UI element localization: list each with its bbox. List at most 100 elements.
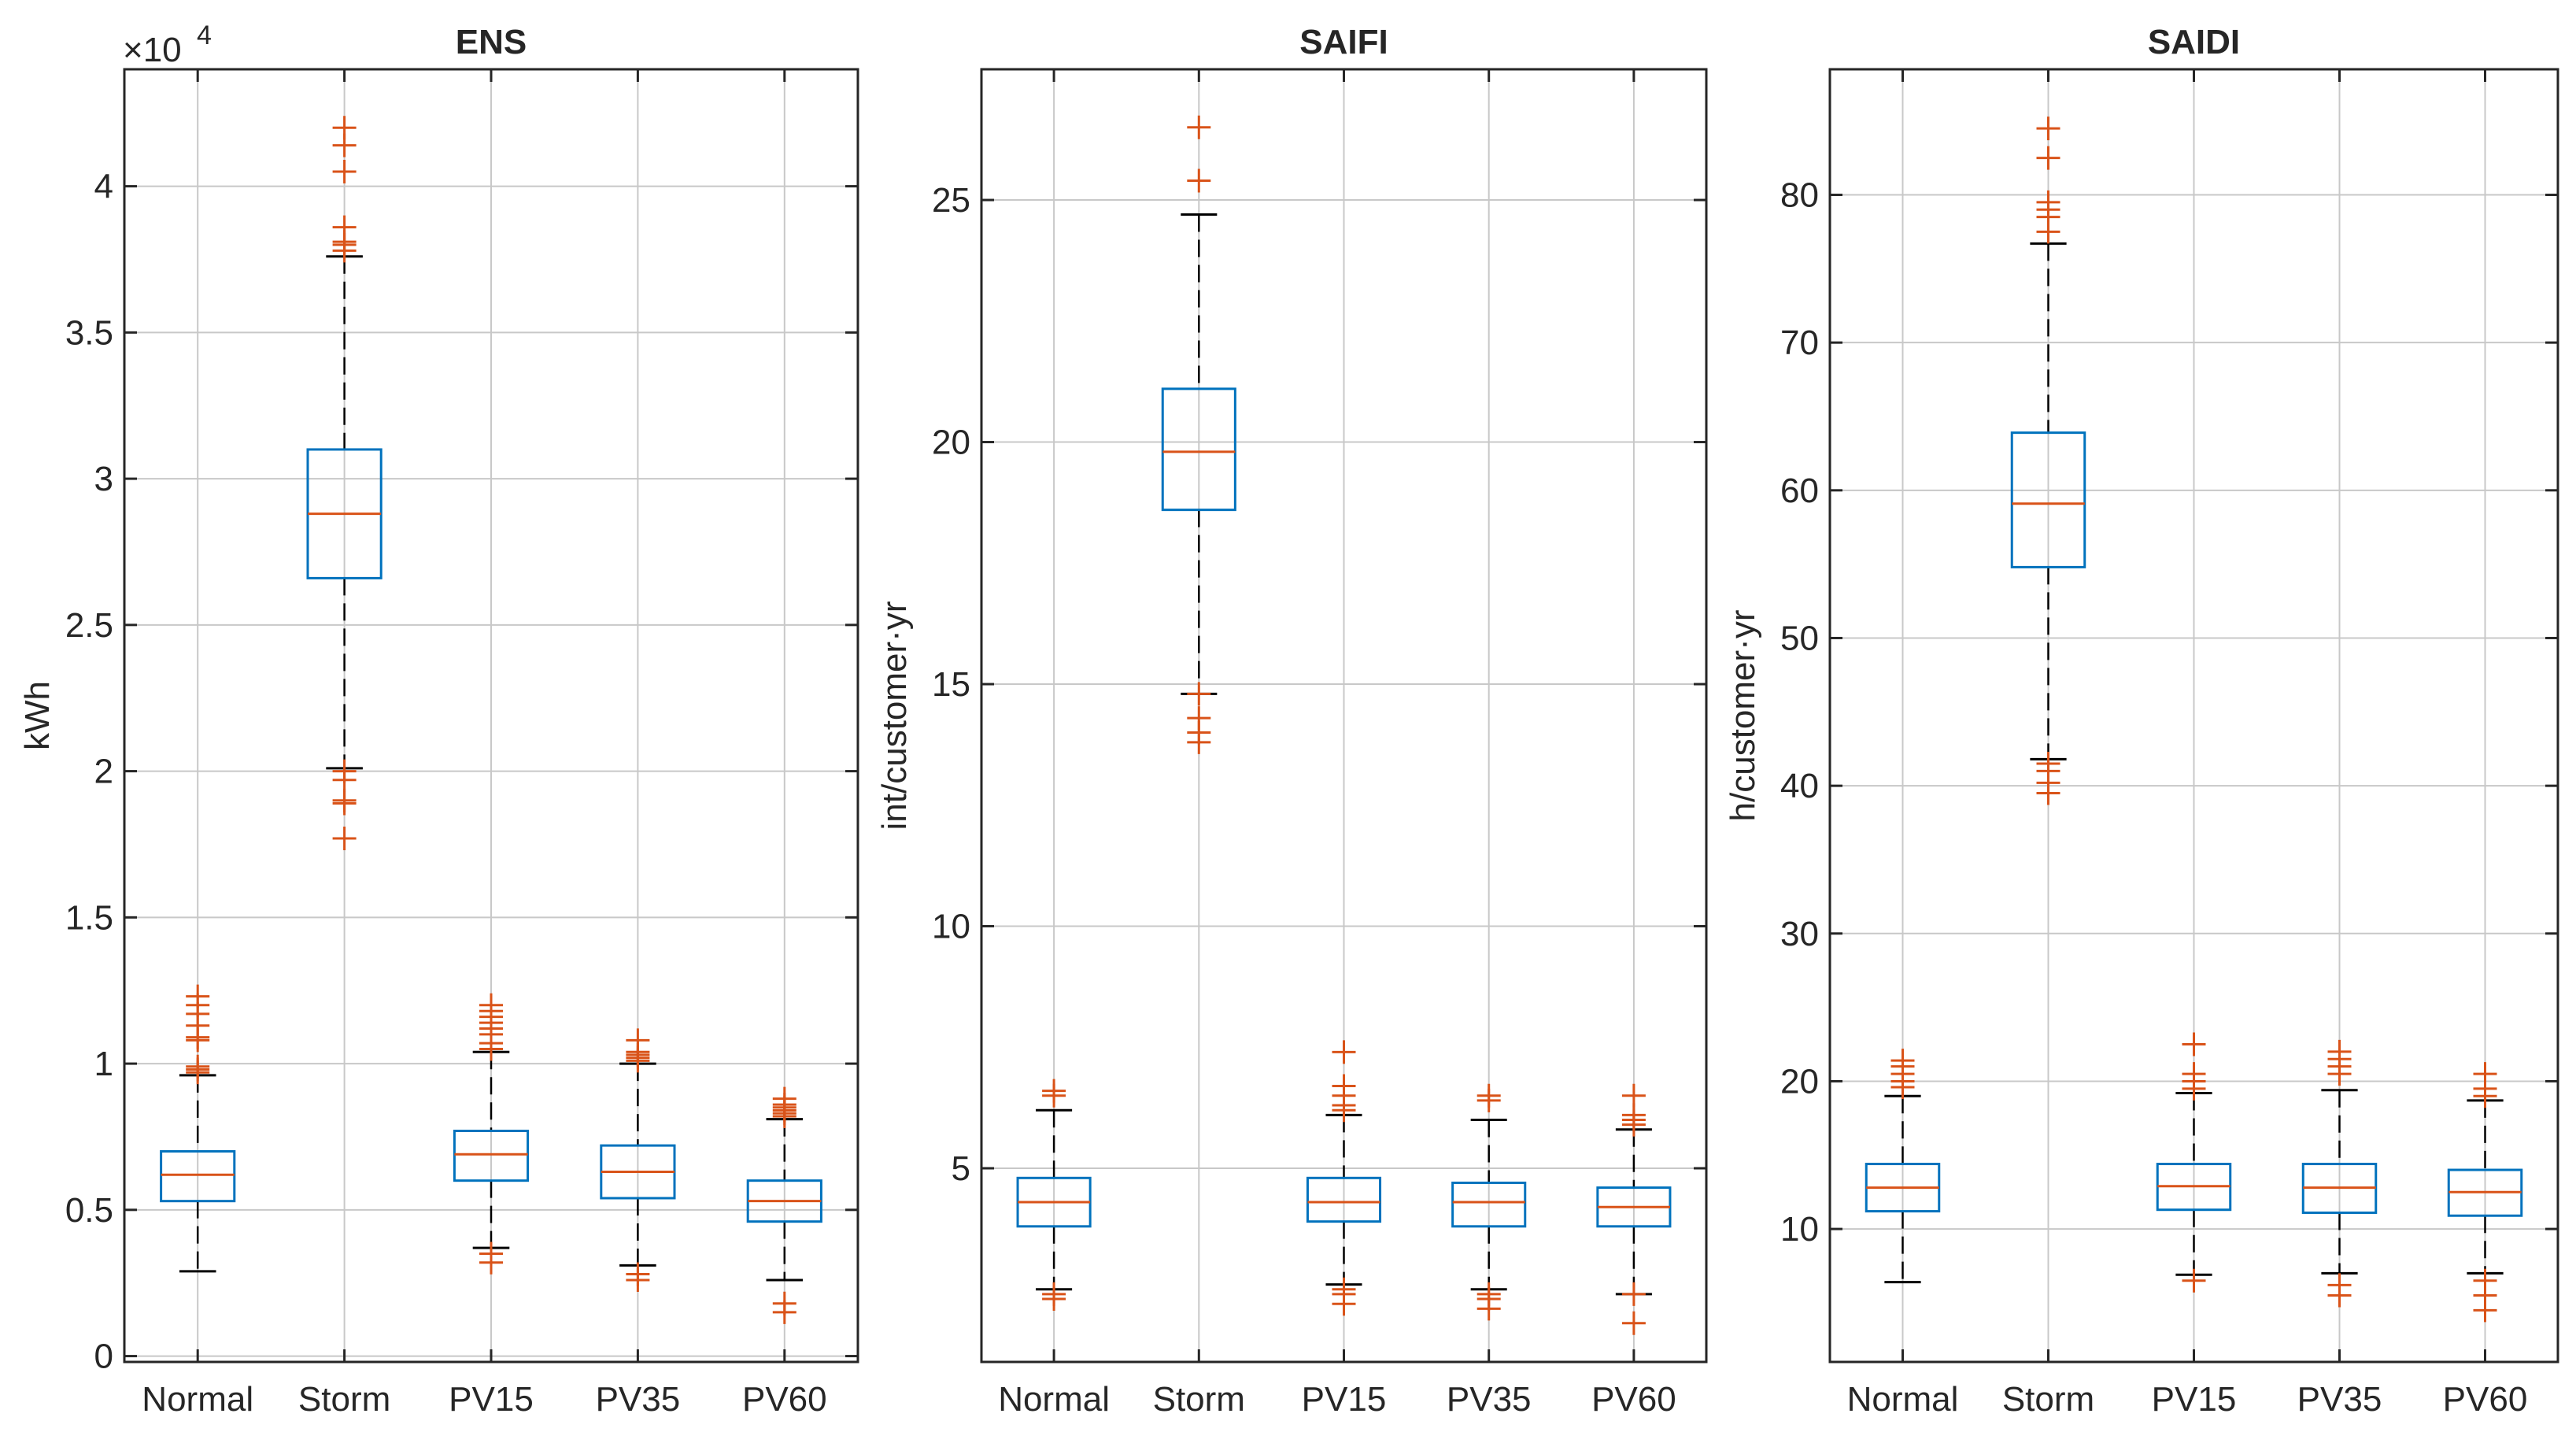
outlier-marker — [772, 1291, 796, 1315]
x-tick-label: PV35 — [596, 1380, 681, 1419]
outlier-marker — [1890, 1049, 1915, 1073]
box-pv15 — [1306, 1040, 1382, 1316]
outlier-marker — [332, 788, 357, 812]
y-tick-label: 10 — [1780, 1210, 1819, 1249]
box-pv60 — [2447, 1062, 2523, 1323]
outlier-marker — [1187, 168, 1211, 193]
box-normal — [1016, 1079, 1092, 1312]
x-tick-label: PV15 — [2152, 1380, 2237, 1419]
outlier-marker — [1476, 1083, 1501, 1108]
x-tick-label: PV35 — [1447, 1380, 1532, 1419]
iqr-box — [453, 1130, 530, 1182]
box-normal — [160, 984, 236, 1273]
y-axis-label: kWh — [18, 681, 57, 750]
outlier-marker — [1187, 682, 1211, 706]
iqr-box — [1161, 387, 1236, 512]
box-pv60 — [746, 1086, 822, 1324]
panel-saidi: 10 20 30 40 50 60 70 80 Normal Storm PV15 PV35 PV60 S… — [1724, 23, 2559, 1419]
y-tick-label: 30 — [1780, 915, 1819, 953]
outlier-marker — [1332, 1040, 1356, 1064]
iqr-box — [2010, 431, 2086, 568]
y-tick-label: 1 — [94, 1045, 113, 1083]
y-tick-label: 3.5 — [65, 313, 113, 352]
y-tick-label: 60 — [1780, 472, 1819, 510]
outlier-marker — [332, 215, 357, 239]
box-pv60 — [1596, 1083, 1672, 1335]
x-tick-label: Normal — [142, 1380, 253, 1419]
outlier-marker — [2036, 751, 2060, 775]
x-tick-label: Storm — [1153, 1380, 1245, 1419]
outlier-marker — [1042, 1282, 1066, 1306]
iqr-box — [1306, 1176, 1382, 1223]
outlier-marker — [1042, 1079, 1066, 1103]
box-storm — [1161, 115, 1236, 754]
iqr-box — [160, 1150, 236, 1203]
outlier-marker — [772, 1086, 796, 1111]
y-axis-label: h/customer·yr — [1724, 610, 1762, 822]
box-storm — [2010, 117, 2086, 805]
box-pv35 — [2301, 1039, 2378, 1308]
outlier-marker — [2182, 1268, 2206, 1293]
x-tick-label: PV60 — [1591, 1380, 1676, 1419]
y-tick-label: 2.5 — [65, 606, 113, 645]
outlier-marker — [1187, 706, 1211, 731]
outlier-marker — [2327, 1273, 2352, 1297]
chart-title: SAIDI — [2148, 23, 2240, 61]
x-tick-label: Normal — [1847, 1380, 1959, 1419]
x-tick-label: PV60 — [742, 1380, 827, 1419]
y-tick-label: 25 — [932, 181, 970, 220]
x-tick-label: Storm — [298, 1380, 390, 1419]
y-tick-label: 0 — [94, 1338, 113, 1376]
outlier-marker — [2182, 1062, 2206, 1086]
outlier-marker — [2182, 1032, 2206, 1056]
x-tick-label: PV15 — [1302, 1380, 1387, 1419]
y-axis-label: int/customer·yr — [875, 601, 914, 831]
outlier-marker — [186, 1054, 210, 1079]
x-tick-label: PV35 — [2297, 1380, 2382, 1419]
box-normal — [1865, 1049, 1941, 1284]
outlier-marker — [2327, 1039, 2352, 1064]
y-tick-label: 4 — [94, 168, 113, 206]
outlier-marker — [1332, 1277, 1356, 1301]
axis-exponent: ×10 — [123, 31, 182, 69]
y-tick-label: 1.5 — [65, 898, 113, 937]
outlier-marker — [479, 993, 503, 1017]
box-pv35 — [600, 1028, 676, 1292]
iqr-box — [1451, 1181, 1527, 1228]
axis-exponent-power: 4 — [197, 20, 212, 50]
outlier-marker — [2036, 146, 2060, 170]
outlier-marker — [2036, 117, 2060, 141]
outlier-marker — [332, 827, 357, 851]
y-tick-label: 70 — [1780, 324, 1819, 362]
outlier-marker — [626, 1028, 650, 1053]
panel-ens: 0 0.5 1 1.5 2 2.5 3 3.5 4 Normal Storm PV15 PV35 PV60… — [18, 20, 859, 1419]
outlier-marker — [1621, 1282, 1646, 1306]
x-tick-label: Normal — [998, 1380, 1110, 1419]
outlier-marker — [1332, 1074, 1356, 1098]
y-tick-label: 0.5 — [65, 1191, 113, 1230]
x-tick-label: PV15 — [449, 1380, 534, 1419]
box-pv15 — [2156, 1032, 2232, 1293]
outlier-marker — [2473, 1062, 2497, 1086]
outlier-marker — [626, 1262, 650, 1286]
y-tick-label: 5 — [952, 1149, 970, 1188]
x-tick-label: PV60 — [2443, 1380, 2528, 1419]
outlier-marker — [186, 984, 210, 1008]
box-pv35 — [1451, 1083, 1527, 1321]
y-tick-label: 2 — [94, 753, 113, 791]
chart-title: SAIFI — [1299, 23, 1388, 61]
y-tick-label: 10 — [932, 908, 970, 946]
outlier-marker — [1476, 1282, 1501, 1306]
outlier-marker — [1621, 1083, 1646, 1108]
y-tick-label: 50 — [1780, 619, 1819, 657]
outlier-marker — [2036, 190, 2060, 214]
chart-title: ENS — [456, 23, 527, 61]
y-tick-label: 15 — [932, 665, 970, 704]
y-tick-label: 3 — [94, 460, 113, 498]
box-pv15 — [453, 993, 530, 1275]
outlier-marker — [332, 116, 357, 140]
outlier-marker — [479, 1241, 503, 1266]
box-storm — [306, 116, 383, 851]
outlier-marker — [1621, 1311, 1646, 1335]
panel-saifi: 5 10 15 20 25 Normal Storm PV15 PV35 PV60 SAIFI int… — [875, 23, 1708, 1419]
